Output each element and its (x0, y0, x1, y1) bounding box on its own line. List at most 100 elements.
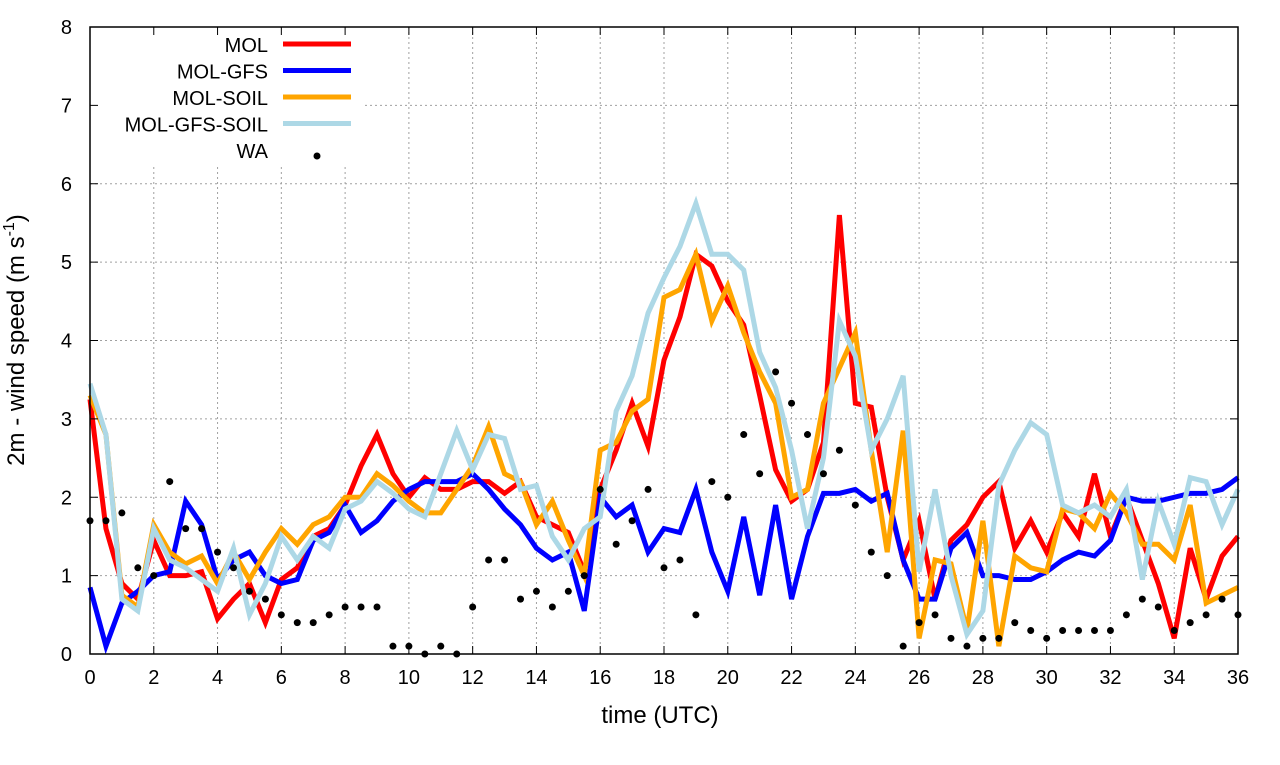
axis-ticks: 0 2 4 6 8 10 12 14 16 18 20 22 24 26 28 30 32 34 360123456… (61, 17, 1249, 689)
legend-label: MOL-GFS-SOIL (125, 115, 268, 137)
data-point-wa (644, 485, 652, 493)
data-point-wa (277, 611, 285, 619)
data-point-wa (660, 564, 668, 572)
data-point-wa (548, 603, 556, 611)
data-point-wa (692, 611, 700, 619)
data-point-wa (1075, 626, 1083, 634)
data-point-wa (1170, 626, 1178, 634)
data-point-wa (230, 564, 237, 572)
data-point-wa (676, 556, 684, 564)
x-tick-label: 18 (653, 667, 675, 689)
data-point-wa (501, 556, 509, 564)
data-point-wa (437, 642, 445, 650)
legend-label: WA (237, 141, 269, 163)
data-point-wa (819, 470, 827, 478)
x-tick-label: 6 (276, 667, 287, 689)
y-tick-label: 2 (61, 487, 72, 509)
data-point-wa (915, 619, 923, 627)
y-tick-label: 0 (61, 644, 72, 666)
data-point-wa (198, 525, 206, 533)
data-point-wa (851, 501, 859, 509)
data-point-wa (485, 556, 493, 564)
data-point-wa (118, 509, 126, 517)
x-tick-label: 10 (398, 667, 420, 689)
data-point-wa (947, 634, 955, 642)
series-line-mol-gfs-soil (87, 195, 1241, 641)
data-point-wa (708, 478, 716, 486)
data-point-wa (772, 368, 780, 376)
data-point-wa (740, 431, 748, 439)
data-point-wa (883, 572, 891, 580)
data-point-wa (564, 587, 572, 595)
x-tick-label: 34 (1163, 667, 1185, 689)
series-line-mol-soil (87, 246, 1240, 647)
data-point-wa (309, 619, 317, 627)
data-point-wa (1027, 626, 1035, 634)
x-tick-label: 24 (844, 667, 866, 689)
data-point-wa (580, 572, 588, 580)
data-point-wa (357, 603, 365, 611)
x-tick-label: 20 (717, 667, 739, 689)
legend-label: MOL-SOIL (172, 88, 268, 110)
data-point-wa (1202, 611, 1210, 619)
x-tick-label: 2 (148, 667, 159, 689)
data-point-wa (628, 517, 636, 525)
x-tick-label: 8 (340, 667, 351, 689)
data-point-wa (469, 603, 477, 611)
data-point-wa (1043, 634, 1051, 642)
series-line-mol (87, 214, 1240, 640)
x-tick-label: 36 (1227, 667, 1249, 689)
data-point-wa (245, 587, 253, 595)
y-tick-label: 1 (61, 566, 72, 588)
legend-label: MOL-GFS (177, 62, 268, 84)
data-point-wa (325, 611, 333, 619)
data-point-wa (931, 611, 939, 619)
x-tick-label: 4 (212, 667, 223, 689)
x-tick-label: 14 (525, 667, 547, 689)
data-point-wa (756, 470, 764, 478)
data-point-wa (261, 595, 269, 603)
data-point-wa (963, 642, 971, 650)
data-point-wa (389, 642, 397, 650)
data-point-wa (134, 564, 142, 572)
data-point-wa (166, 478, 174, 486)
data-point-wa (979, 634, 987, 642)
data-point-wa (788, 399, 796, 407)
data-point-wa (1186, 619, 1194, 627)
data-point-wa (182, 525, 190, 533)
data-point-wa (867, 548, 875, 556)
data-point-wa (1218, 595, 1226, 603)
x-tick-label: 0 (84, 667, 95, 689)
data-point-wa (1106, 626, 1114, 634)
y-tick-label: 7 (61, 95, 72, 117)
data-point-wa (804, 431, 811, 439)
y-tick-label: 6 (61, 174, 72, 196)
data-point-wa (899, 642, 907, 650)
y-tick-label: 4 (61, 331, 72, 353)
x-tick-label: 32 (1099, 667, 1121, 689)
data-point-wa (517, 595, 524, 603)
data-point-wa (596, 485, 604, 493)
x-tick-label: 22 (780, 667, 802, 689)
x-tick-label: 12 (462, 667, 484, 689)
data-point-wa (150, 572, 158, 580)
data-point-wa (1011, 619, 1019, 627)
data-point-wa (373, 603, 381, 611)
x-tick-label: 26 (908, 667, 930, 689)
x-tick-label: 16 (589, 667, 611, 689)
data-point-wa (341, 603, 349, 611)
data-point-wa (724, 493, 732, 501)
series-layer (86, 195, 1242, 658)
data-point-wa (102, 517, 110, 525)
data-point-wa (293, 619, 301, 627)
data-point-wa (1122, 611, 1130, 619)
data-point-wa (214, 548, 222, 556)
data-point-wa (532, 587, 540, 595)
data-point-wa (995, 634, 1003, 642)
x-axis-label: time (UTC) (601, 702, 718, 729)
data-point-wa (1059, 626, 1067, 634)
data-point-wa (1138, 595, 1146, 603)
y-tick-label: 3 (61, 409, 72, 431)
y-tick-label: 8 (61, 17, 72, 39)
y-tick-label: 5 (61, 252, 72, 274)
